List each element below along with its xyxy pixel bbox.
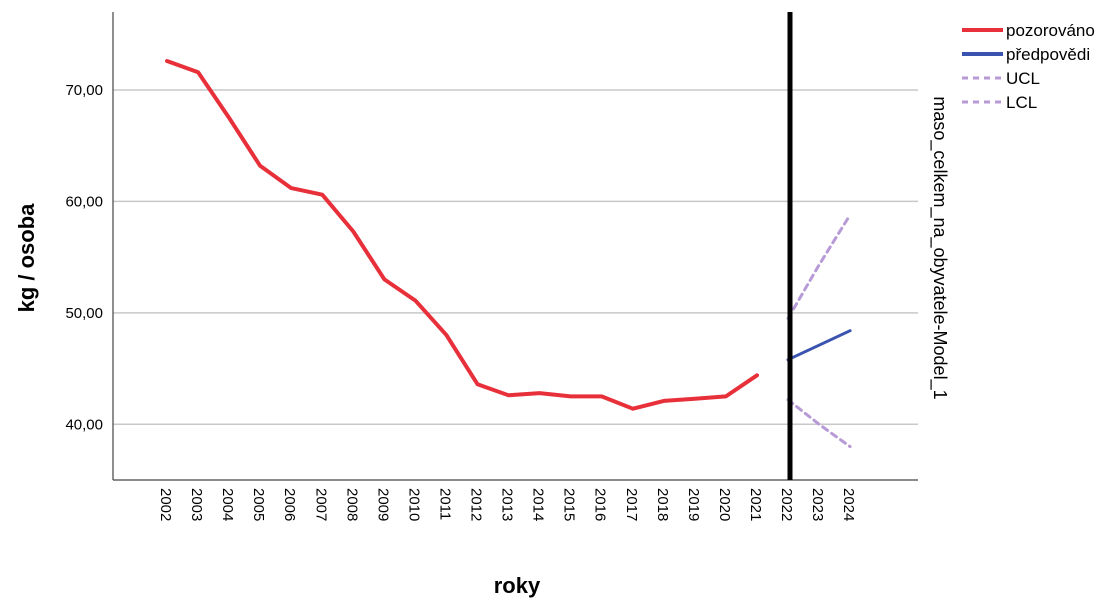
x-tick-label: 2009 xyxy=(374,488,391,521)
axes xyxy=(112,12,918,481)
x-tick-label: 2011 xyxy=(436,488,453,520)
y-tick-labels: 40,00 50,00 60,00 70,00 xyxy=(65,82,103,433)
legend-label: předpovědi xyxy=(1006,45,1090,64)
legend-label: pozorováno xyxy=(1006,21,1095,40)
x-tick-label: 2007 xyxy=(312,488,329,521)
gridlines xyxy=(113,89,918,426)
x-tick-label: 2014 xyxy=(530,488,547,521)
x-tick-label: 2002 xyxy=(157,488,174,521)
legend-label: UCL xyxy=(1006,69,1040,88)
x-tick-label: 2018 xyxy=(654,488,671,521)
y-tick-label: 60,00 xyxy=(65,193,103,210)
x-tick-label: 2020 xyxy=(716,488,733,521)
x-tick-label: 2006 xyxy=(281,488,298,521)
x-tick-label: 2017 xyxy=(623,488,640,521)
x-tick-label: 2019 xyxy=(685,488,702,521)
series-line-předpovědi xyxy=(786,329,852,362)
y-tick-label: 70,00 xyxy=(65,82,103,99)
x-tick-label: 2021 xyxy=(747,488,764,521)
y-tick-label: 40,00 xyxy=(65,416,103,433)
x-tick-label: 2022 xyxy=(778,488,795,521)
legend-label: LCL xyxy=(1006,93,1037,112)
y-tick-label: 50,00 xyxy=(65,305,103,322)
x-tick-label: 2008 xyxy=(343,488,360,521)
x-tick-label: 2005 xyxy=(250,488,267,521)
x-tick-label: 2012 xyxy=(468,488,485,521)
x-tick-label: 2016 xyxy=(592,488,609,521)
x-tick-label: 2024 xyxy=(840,488,857,521)
x-tick-label: 2003 xyxy=(188,488,205,521)
x-tick-label: 2013 xyxy=(499,488,516,521)
series-lines xyxy=(165,59,852,449)
legend: pozorováno předpovědi UCL LCL xyxy=(962,21,1095,112)
x-tick-label: 2004 xyxy=(219,488,236,521)
x-tick-label: 2010 xyxy=(405,488,422,521)
x-tick-label: 2023 xyxy=(809,488,826,521)
series-line-pozorováno xyxy=(165,59,759,411)
x-tick-label: 2015 xyxy=(561,488,578,521)
y-axis-title: kg / osoba xyxy=(14,203,39,313)
series-line-lcl xyxy=(786,398,852,449)
model-side-label: maso_celkem_na_obyvatele-Model_1 xyxy=(929,96,950,399)
x-tick-labels: 2002 2003 2004 2005 2006 2007 2008 2009 2010 2011… xyxy=(157,488,857,521)
series-line-ucl xyxy=(786,213,852,320)
x-axis-title: roky xyxy=(494,573,541,598)
